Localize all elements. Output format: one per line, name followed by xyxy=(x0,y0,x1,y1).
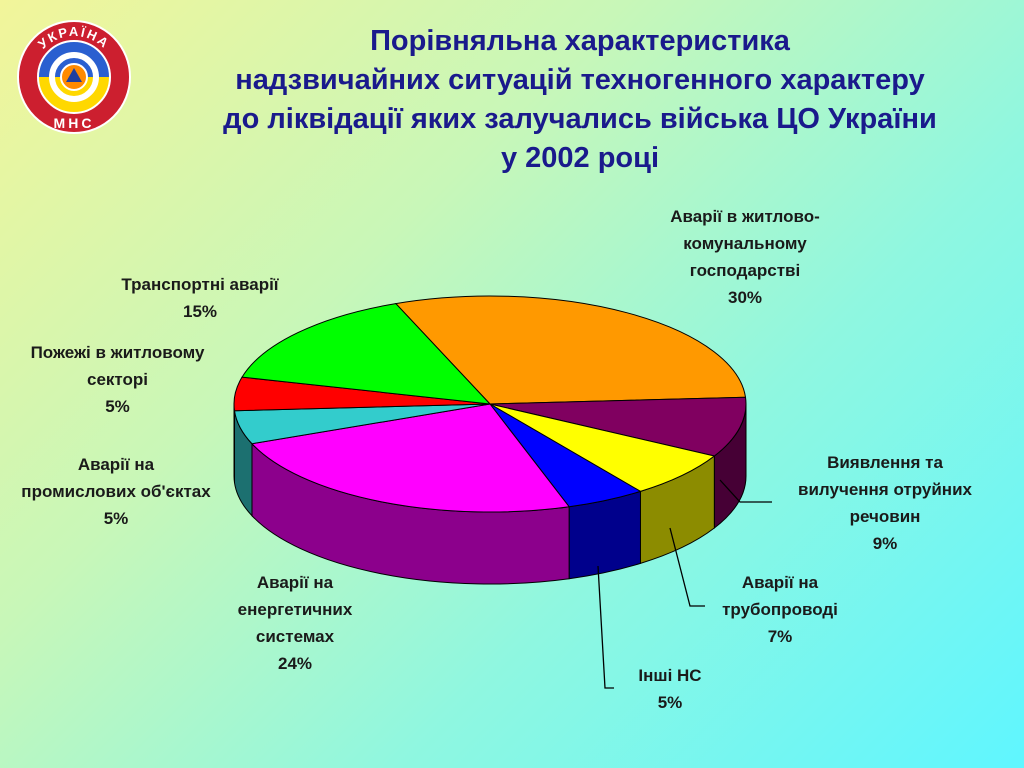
mns-emblem-logo: УКРАЇНА МНС xyxy=(17,20,131,134)
slice-label-5: Аварії на енергетичних системах 24% xyxy=(200,569,390,677)
slice-percent-label: 5% xyxy=(103,509,129,528)
leader-line-4 xyxy=(597,565,614,689)
slice-label-text: вилучення отруйних xyxy=(798,480,972,499)
slice-8-top xyxy=(241,303,492,405)
leader-line-3 xyxy=(669,527,705,607)
slice-label-text: речовин xyxy=(849,507,921,526)
slice-label-text: Виявлення та xyxy=(827,453,943,472)
title-line-3: до ліквідації яких залучались війська ЦО… xyxy=(223,103,937,135)
pie-top-slices xyxy=(233,295,747,513)
slice-percent-label: 9% xyxy=(872,534,898,553)
slice-percent-label: 15% xyxy=(182,302,218,321)
leader-line-2 xyxy=(719,479,772,503)
slice-percent-label: 7% xyxy=(767,627,793,646)
slice-label-text: промислових об'єктах xyxy=(21,482,211,501)
slice-label-text: енергетичних xyxy=(237,600,353,619)
slice-label-1: Аварії в житлово-комунальному господарств… xyxy=(640,203,850,311)
slice-percent-label: 30% xyxy=(727,288,763,307)
slice-label-text: Пожежі в житловому xyxy=(30,343,205,362)
logo-bottom-text: МНС xyxy=(54,115,95,131)
slice-label-2: Виявлення та вилучення отруйних речовин 9% xyxy=(770,449,1000,557)
title-line-1: Порівняльна характеристика xyxy=(370,25,790,57)
slice-label-text: Аварії на xyxy=(256,573,334,592)
slice-label-7: Пожежі в житловому секторі 5% xyxy=(0,339,235,420)
title-line-2: надзвичайних ситуацій техногенного харак… xyxy=(235,64,925,96)
slice-label-text: секторі xyxy=(86,370,148,389)
slice-label-6: Аварії на промислових об'єктах 5% xyxy=(0,451,232,532)
slice-label-8: Транспортні аварії 15% xyxy=(95,271,305,325)
slice-label-text: Аварії в житлово- xyxy=(670,207,820,226)
slice-label-4: Інші НС 5% xyxy=(615,662,725,716)
slice-percent-label: 24% xyxy=(277,654,313,673)
slice-percent-label: 5% xyxy=(657,693,683,712)
slice-label-text: Транспортні аварії xyxy=(121,275,279,294)
slice-3-top xyxy=(489,403,716,492)
slice-label-text: Аварії на xyxy=(741,573,819,592)
slice-label-text: комунальному xyxy=(683,234,807,253)
slice-label-text: трубопроводі xyxy=(722,600,838,619)
slice-label-3: Аварії на трубопроводі 7% xyxy=(690,569,870,650)
slice-label-text: системах xyxy=(255,627,335,646)
leader-lines xyxy=(597,479,772,689)
title-line-4: у 2002 році xyxy=(500,142,660,174)
slice-label-text: Інші НС xyxy=(638,666,702,685)
slice-label-text: господарстві xyxy=(689,261,801,280)
chart-title: Порівняльна характеристика надзвичайних … xyxy=(140,22,1020,178)
slice-1-top xyxy=(394,295,747,405)
slice-2-top xyxy=(489,396,747,457)
slice-percent-label: 5% xyxy=(105,397,130,416)
slice-label-text: Аварії на xyxy=(77,455,155,474)
